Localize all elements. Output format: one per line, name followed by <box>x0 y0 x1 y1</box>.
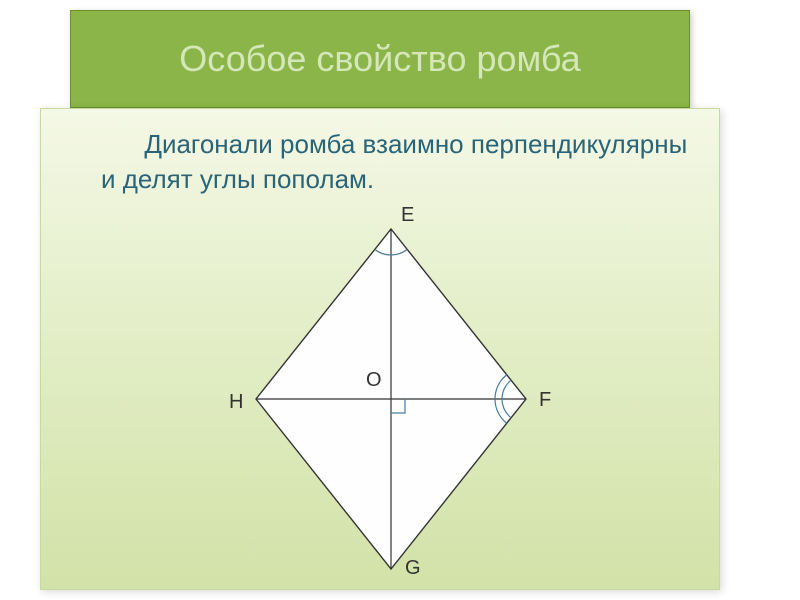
center-label-o: O <box>366 369 382 392</box>
property-text: Диагонали ромба взаимно перпендикулярны … <box>101 127 701 197</box>
content-panel: Диагонали ромба взаимно перпендикулярны … <box>40 108 720 590</box>
vertex-label-g: G <box>405 557 421 580</box>
header-title: Особое свойство ромба <box>179 38 580 80</box>
vertex-label-e: E <box>401 204 414 227</box>
vertex-label-h: H <box>229 391 243 414</box>
vertex-label-f: F <box>539 389 551 412</box>
header-panel: Особое свойство ромба <box>70 10 690 108</box>
rhombus-svg <box>211 209 571 579</box>
rhombus-diagram: E F G H O <box>211 209 571 579</box>
